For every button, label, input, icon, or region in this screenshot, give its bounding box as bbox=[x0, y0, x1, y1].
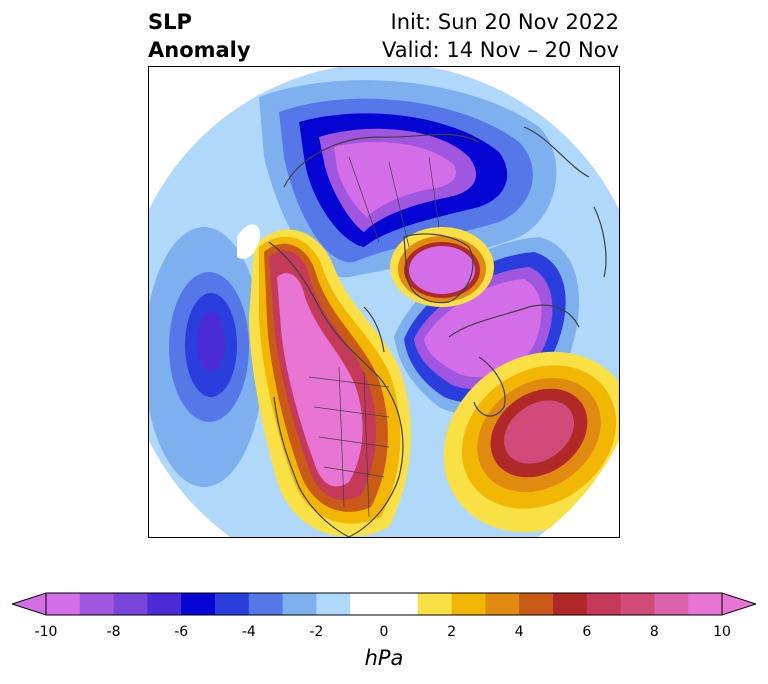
colorbar-extend-max bbox=[721, 592, 756, 616]
colorbar-frame bbox=[45, 592, 723, 616]
colorbar-tick-label: 10 bbox=[713, 624, 731, 640]
colorbar-extend-min bbox=[12, 592, 47, 616]
colorbar-ticks: -10 -8 -6 -4 -2 0 2 4 6 8 10 bbox=[0, 624, 768, 644]
colorbar-segment bbox=[181, 593, 216, 615]
colorbar-segment bbox=[215, 593, 250, 615]
colorbar-tick-label: 0 bbox=[379, 624, 389, 640]
map-title: SLP Anomaly bbox=[148, 8, 251, 64]
colorbar-unit-label: hPa bbox=[364, 646, 404, 670]
colorbar-segment bbox=[451, 593, 486, 615]
colorbar-tick-label: -4 bbox=[241, 624, 256, 640]
map-subtitle: Init: Sun 20 Nov 2022 Valid: 14 Nov – 20… bbox=[382, 8, 619, 64]
colorbar-segment bbox=[553, 593, 588, 615]
state-borders bbox=[308, 156, 440, 518]
eurasian-low bbox=[259, 80, 557, 278]
colorbar-segment bbox=[46, 593, 81, 615]
colorbar-segment bbox=[654, 593, 689, 615]
colorbar-tick-label: -10 bbox=[34, 624, 58, 640]
colorbar-segment bbox=[519, 593, 554, 615]
colorbar-segment bbox=[248, 593, 284, 615]
colorbar-segment bbox=[79, 593, 115, 615]
near-zero-band bbox=[237, 224, 260, 259]
colorbar-segment bbox=[350, 593, 385, 615]
colorbar-tick-label: 8 bbox=[649, 624, 659, 640]
title-line-1: SLP bbox=[148, 10, 192, 34]
slp-anomaly-map bbox=[149, 67, 619, 537]
colorbar-segment bbox=[417, 593, 453, 615]
colorbar-segment bbox=[384, 593, 419, 615]
colorbar-tick-label: -8 bbox=[106, 624, 121, 640]
init-label: Init: Sun 20 Nov 2022 bbox=[390, 10, 619, 34]
colorbar-tick-label: 4 bbox=[514, 624, 524, 640]
valid-label: Valid: 14 Nov – 20 Nov bbox=[382, 38, 619, 62]
colorbar-segment bbox=[113, 593, 148, 615]
colorbar-segment bbox=[586, 593, 622, 615]
colorbar-bar bbox=[12, 592, 756, 616]
colorbar-tick-label: -6 bbox=[174, 624, 189, 640]
north-america-high bbox=[249, 229, 411, 537]
colorbar-tick-label: 2 bbox=[447, 624, 457, 640]
colorbar-segment bbox=[282, 593, 317, 615]
colorbar-segment bbox=[316, 593, 351, 615]
map-panel bbox=[148, 66, 620, 538]
coastlines bbox=[268, 126, 607, 537]
title-line-2: Anomaly bbox=[148, 38, 251, 62]
colorbar-segment bbox=[147, 593, 182, 615]
colorbar-segment bbox=[485, 593, 520, 615]
greenland-high bbox=[390, 227, 494, 307]
atlantic-high bbox=[443, 351, 619, 533]
colorbar-tick-label: 6 bbox=[582, 624, 592, 640]
colorbar-tick-label: -2 bbox=[309, 624, 324, 640]
colorbar-segment bbox=[688, 593, 723, 615]
colorbar-segment bbox=[620, 593, 655, 615]
pacific-low bbox=[149, 227, 264, 487]
